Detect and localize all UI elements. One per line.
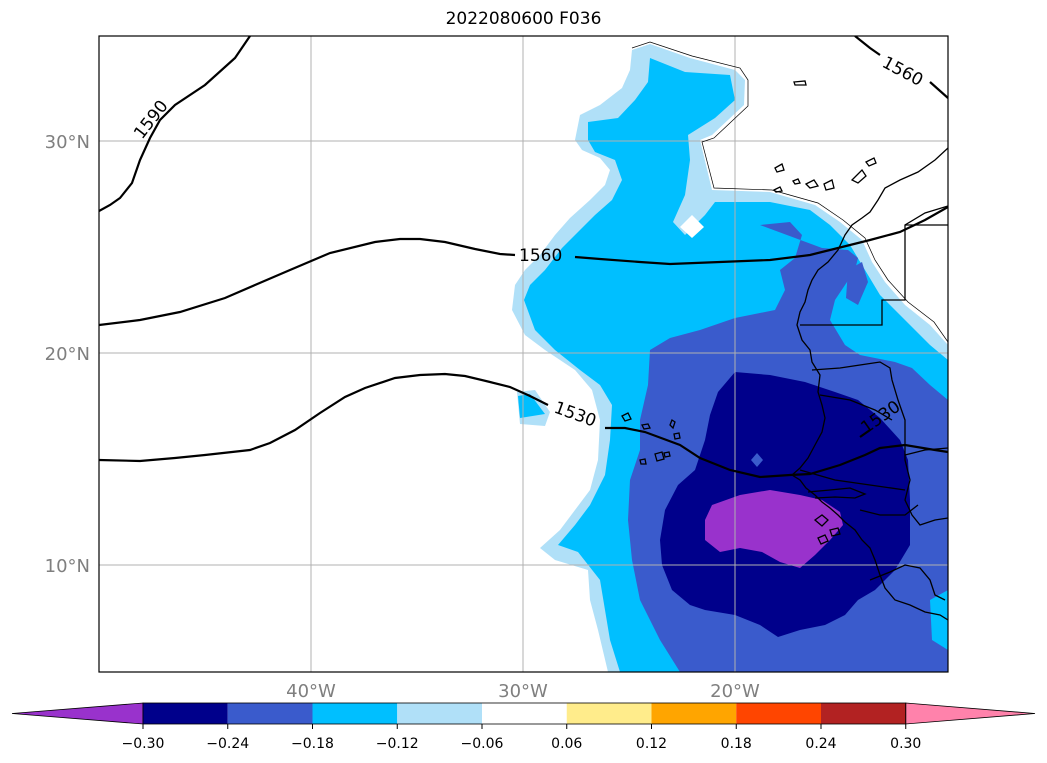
shade-sky-blue-island (518, 394, 545, 418)
shade-medium-blue-island (846, 262, 868, 305)
colorbar-extend-low (11, 702, 144, 725)
colorbar-segment (736, 703, 821, 724)
colorbar-segment (312, 703, 398, 724)
colorbar-segment (227, 703, 313, 724)
colorbar-tick-label: 0.12 (636, 736, 667, 752)
colorbar-segment (566, 703, 652, 724)
colorbar-tick-label: 0.24 (805, 736, 836, 752)
lon-labels: 40°W 30°W 20°W (286, 681, 760, 702)
colorbar-tick-label: −0.30 (122, 736, 165, 752)
lon-label-30w: 30°W (498, 681, 548, 702)
map-frame (98, 35, 949, 673)
colorbar-tick-label: −0.24 (206, 736, 249, 752)
colorbar-tick-label: 0.18 (721, 736, 752, 752)
shade-white-patch (680, 215, 704, 238)
shade-outline (631, 41, 948, 343)
colorbar-extend-high (905, 702, 1036, 725)
lat-label-10n: 10°N (45, 556, 90, 577)
lon-label-40w: 40°W (286, 681, 336, 702)
lat-labels: 30°N 20°N 10°N (45, 132, 90, 577)
lat-label-20n: 20°N (45, 344, 90, 365)
colorbar-outline (142, 702, 907, 725)
map-title: 2022080600 F036 (445, 9, 602, 29)
colorbar-segment (397, 703, 482, 724)
coastlines (621, 80, 948, 621)
colorbar-segment (651, 703, 737, 724)
lon-label-20w: 20°W (710, 681, 760, 702)
colorbar-segment (821, 703, 906, 724)
colorbar-tick-label: 0.30 (890, 736, 921, 752)
shade-medium-blue-patch (751, 453, 763, 467)
colorbar-segment (482, 703, 567, 724)
colorbar: −0.30 −0.24 −0.18 −0.12 −0.06 0.06 0.12 0.18 0.2… (11, 702, 1036, 752)
contour-label-1560-mid: 1560 (519, 246, 562, 266)
colorbar-tick-label: 0.06 (551, 736, 582, 752)
colorbar-tick-label: −0.12 (376, 736, 419, 752)
lat-label-30n: 30°N (45, 132, 90, 153)
map-area: 1590 1560 1560 1530 1530 (99, 36, 948, 672)
height-contours (99, 36, 948, 479)
gridlines (99, 36, 948, 672)
colorbar-segment (143, 703, 228, 724)
shade-purple (705, 490, 843, 568)
colorbar-tick-label: −0.06 (461, 736, 504, 752)
colorbar-tick-label: −0.18 (291, 736, 334, 752)
shade-sky-blue-patch (930, 590, 948, 650)
